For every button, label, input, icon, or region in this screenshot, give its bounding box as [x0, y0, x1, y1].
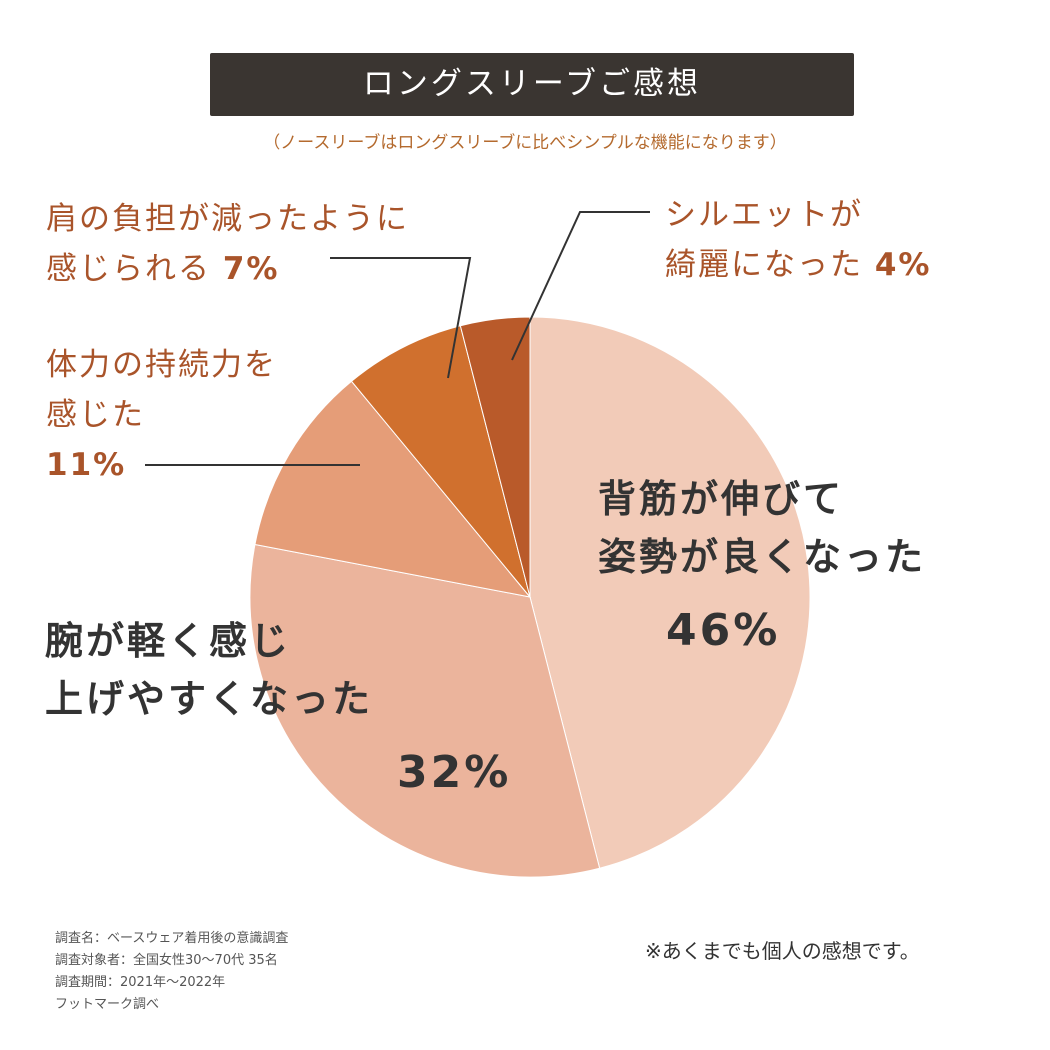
pie-slice-2	[254, 380, 532, 598]
slice-pct-shoulder: 7%	[222, 251, 280, 287]
slice-pct-posture: 46%	[666, 605, 781, 656]
leader-line-1	[330, 257, 472, 379]
slice-label-posture: 背筋が伸びて 姿勢が良くなった 46%	[598, 470, 926, 660]
slice-label-arms: 腕が軽く感じ 上げやすくなった 32%	[45, 612, 511, 802]
chart-subtitle: （ノースリーブはロングスリーブに比べシンプルな機能になります）	[263, 133, 787, 153]
disclaimer-note: ※あくまでも個人の感想です。	[645, 939, 920, 963]
chart-title: ロングスリーブご感想	[210, 53, 854, 116]
leader-line-2	[511, 211, 650, 361]
pie-slice-1	[249, 543, 601, 878]
slice-pct-silhouette: 4%	[874, 247, 932, 283]
survey-info: 調査名：ベースウェア着用後の意識調査 調査対象者：全国女性30〜70代 35名 調査…	[55, 931, 289, 1012]
slice-pct-arms: 32%	[397, 747, 512, 798]
slice-label-shoulder: 肩の負担が減ったように 感じられる 7%	[46, 201, 409, 287]
pie-slice-0	[529, 316, 811, 869]
pie-slice-4	[459, 316, 531, 598]
slice-pct-stamina: 11%	[46, 447, 127, 483]
slice-label-stamina: 体力の持続力を 感じた 11%	[46, 340, 277, 490]
slice-label-silhouette: シルエットが 綺麗になった 4%	[665, 197, 932, 283]
